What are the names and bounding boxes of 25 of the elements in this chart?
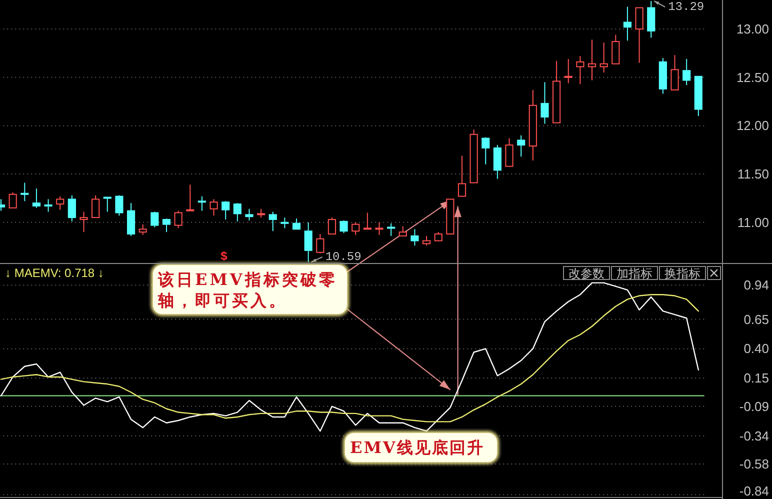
y-tick-label: 0.40 bbox=[744, 341, 769, 356]
annotation: 该日EMV指标突破零轴，即可买入。 bbox=[153, 265, 347, 314]
y-tick-label: 12.50 bbox=[736, 70, 769, 85]
button: 加指标 bbox=[611, 266, 658, 280]
y-tick-label: -0.58 bbox=[739, 456, 769, 472]
y-tick-label: 11.00 bbox=[737, 214, 769, 230]
annotation: 10.59 bbox=[325, 250, 362, 264]
button: 换指标 bbox=[659, 266, 706, 280]
annotation: 13.29 bbox=[668, 0, 704, 14]
y-tick-label: 0.94 bbox=[744, 278, 769, 293]
y-tick-label: 0.15 bbox=[744, 370, 769, 386]
annotation: EMV线见底回升 bbox=[345, 433, 497, 462]
y-tick-label: 11.50 bbox=[737, 166, 769, 182]
annotation: $ bbox=[220, 249, 228, 263]
y-tick-label: -0.34 bbox=[739, 428, 769, 444]
y-tick-label: 12.00 bbox=[736, 118, 769, 134]
y-tick-label: 0.65 bbox=[744, 312, 769, 327]
y-tick-label: 13.00 bbox=[736, 22, 769, 37]
button: 改参数 bbox=[563, 266, 610, 280]
y-tick-label: -0.09 bbox=[739, 398, 769, 414]
annotation: 改参数 bbox=[568, 266, 604, 280]
annotation: 加指标 bbox=[616, 266, 652, 280]
annotation: 换指标 bbox=[664, 266, 700, 280]
y-tick-label: -0.84 bbox=[739, 484, 769, 498]
annotation: ↓ MAEMV: 0.718 ↓ bbox=[5, 266, 104, 280]
